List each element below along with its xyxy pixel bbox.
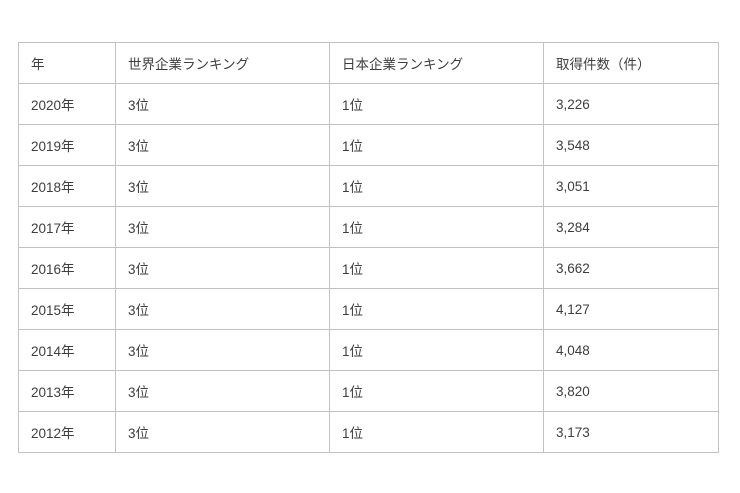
table-cell: 3,548 (543, 124, 719, 166)
column-header: 取得件数（件） (543, 42, 719, 84)
table-cell: 2020年 (18, 83, 116, 125)
table-body: 2020年 3位 1位 3,226 2019年 3位 1位 3,548 2018年 3位 1位 3,0… (18, 83, 719, 453)
table-cell: 3位 (115, 247, 330, 289)
table-cell: 3,284 (543, 206, 719, 248)
table-row: 2020年 3位 1位 3,226 (18, 83, 719, 125)
table-cell: 4,127 (543, 288, 719, 330)
table-cell: 3位 (115, 165, 330, 207)
table-cell: 3,173 (543, 411, 719, 453)
table-cell: 1位 (329, 165, 544, 207)
table-cell: 2018年 (18, 165, 116, 207)
table-cell: 3位 (115, 370, 330, 412)
table-cell: 3位 (115, 206, 330, 248)
table-cell: 1位 (329, 206, 544, 248)
table-cell: 3,820 (543, 370, 719, 412)
table-cell: 3位 (115, 83, 330, 125)
table-cell: 3位 (115, 411, 330, 453)
table-row: 2016年 3位 1位 3,662 (18, 247, 719, 289)
table-cell: 1位 (329, 411, 544, 453)
table-row: 2015年 3位 1位 4,127 (18, 288, 719, 330)
table-cell: 1位 (329, 247, 544, 289)
table-cell: 2013年 (18, 370, 116, 412)
table-row: 2017年 3位 1位 3,284 (18, 206, 719, 248)
table-cell: 4,048 (543, 329, 719, 371)
table-cell: 2016年 (18, 247, 116, 289)
table-cell: 2019年 (18, 124, 116, 166)
table-cell: 3位 (115, 288, 330, 330)
table-cell: 2012年 (18, 411, 116, 453)
table-cell: 3,226 (543, 83, 719, 125)
table-row: 2018年 3位 1位 3,051 (18, 165, 719, 207)
table-row: 2012年 3位 1位 3,173 (18, 411, 719, 453)
table-cell: 3位 (115, 124, 330, 166)
table-cell: 1位 (329, 288, 544, 330)
column-header: 年 (18, 42, 116, 84)
table-cell: 2017年 (18, 206, 116, 248)
table-cell: 3,051 (543, 165, 719, 207)
table-cell: 2015年 (18, 288, 116, 330)
table-header-row: 年世界企業ランキング 日本企業ランキング 取得件数（件） (18, 42, 719, 84)
table-cell: 1位 (329, 124, 544, 166)
column-header: 日本企業ランキング (329, 42, 544, 84)
table-cell: 2014年 (18, 329, 116, 371)
table-cell: 3,662 (543, 247, 719, 289)
column-header: 世界企業ランキング (115, 42, 330, 84)
table-cell: 3位 (115, 329, 330, 371)
table-cell: 1位 (329, 83, 544, 125)
table-header: 年世界企業ランキング 日本企業ランキング 取得件数（件） (18, 42, 719, 84)
table-row: 2019年 3位 1位 3,548 (18, 124, 719, 166)
table-cell: 1位 (329, 370, 544, 412)
table-row: 2014年 3位 1位 4,048 (18, 329, 719, 371)
ranking-table: 年世界企業ランキング 日本企業ランキング 取得件数（件） 2020年 3位 1位 3,22… (18, 42, 719, 453)
table-row: 2013年 3位 1位 3,820 (18, 370, 719, 412)
table-cell: 1位 (329, 329, 544, 371)
